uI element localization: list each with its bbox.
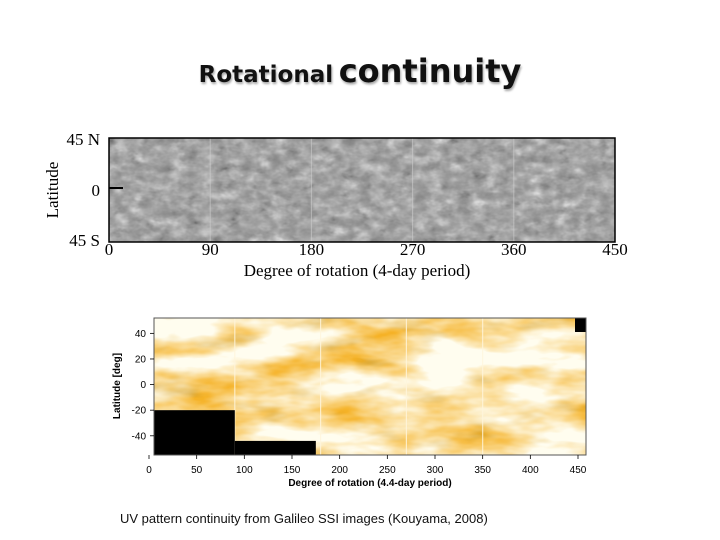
x-tick-label: 0 <box>146 465 152 476</box>
x-tick-label: 450 <box>570 465 587 476</box>
x-tick-label: 0 <box>105 240 114 259</box>
orange-map-frame <box>153 317 587 456</box>
x-tick-label: 270 <box>400 240 426 259</box>
no-data-region <box>234 440 316 455</box>
y-axis-label: Latitude [deg] <box>112 353 123 419</box>
x-tick-label: 450 <box>602 240 628 259</box>
x-axis-label: Degree of rotation (4.4-day period) <box>288 478 451 489</box>
y-tick-label: 0 <box>92 181 101 200</box>
y-axis-label: Latitude <box>43 162 62 219</box>
x-tick-label: 90 <box>202 240 219 259</box>
x-tick-label: 200 <box>331 465 348 476</box>
grayscale-map-texture <box>109 138 615 242</box>
x-tick-label: 100 <box>236 465 253 476</box>
y-tick-label: 45 N <box>66 130 100 149</box>
title-part-2: continuity <box>338 52 522 90</box>
y-tick-label: 45 S <box>69 231 100 250</box>
x-tick-label: 360 <box>501 240 527 259</box>
no-data-region <box>154 410 235 455</box>
x-tick-label: 150 <box>284 465 301 476</box>
y-tick-label: -40 <box>132 431 147 442</box>
x-tick-label: 350 <box>474 465 491 476</box>
x-tick-label: 300 <box>427 465 444 476</box>
x-tick-label: 50 <box>191 465 203 476</box>
no-data-corner <box>575 318 586 332</box>
x-tick-label: 400 <box>522 465 539 476</box>
x-axis-label: Degree of rotation (4-day period) <box>244 261 471 280</box>
y-tick-label: 40 <box>135 329 147 340</box>
y-tick-label: 0 <box>140 380 146 391</box>
title-part-1: Rotational <box>198 62 334 88</box>
y-tick-label: -20 <box>132 406 147 417</box>
y-tick-label: 20 <box>135 354 147 365</box>
x-tick-label: 180 <box>299 240 325 259</box>
slide-title: Rotational continuity <box>0 52 720 90</box>
figure-caption: UV pattern continuity from Galileo SSI i… <box>120 511 488 526</box>
x-tick-label: 250 <box>379 465 396 476</box>
grayscale-map-frame <box>108 137 616 243</box>
